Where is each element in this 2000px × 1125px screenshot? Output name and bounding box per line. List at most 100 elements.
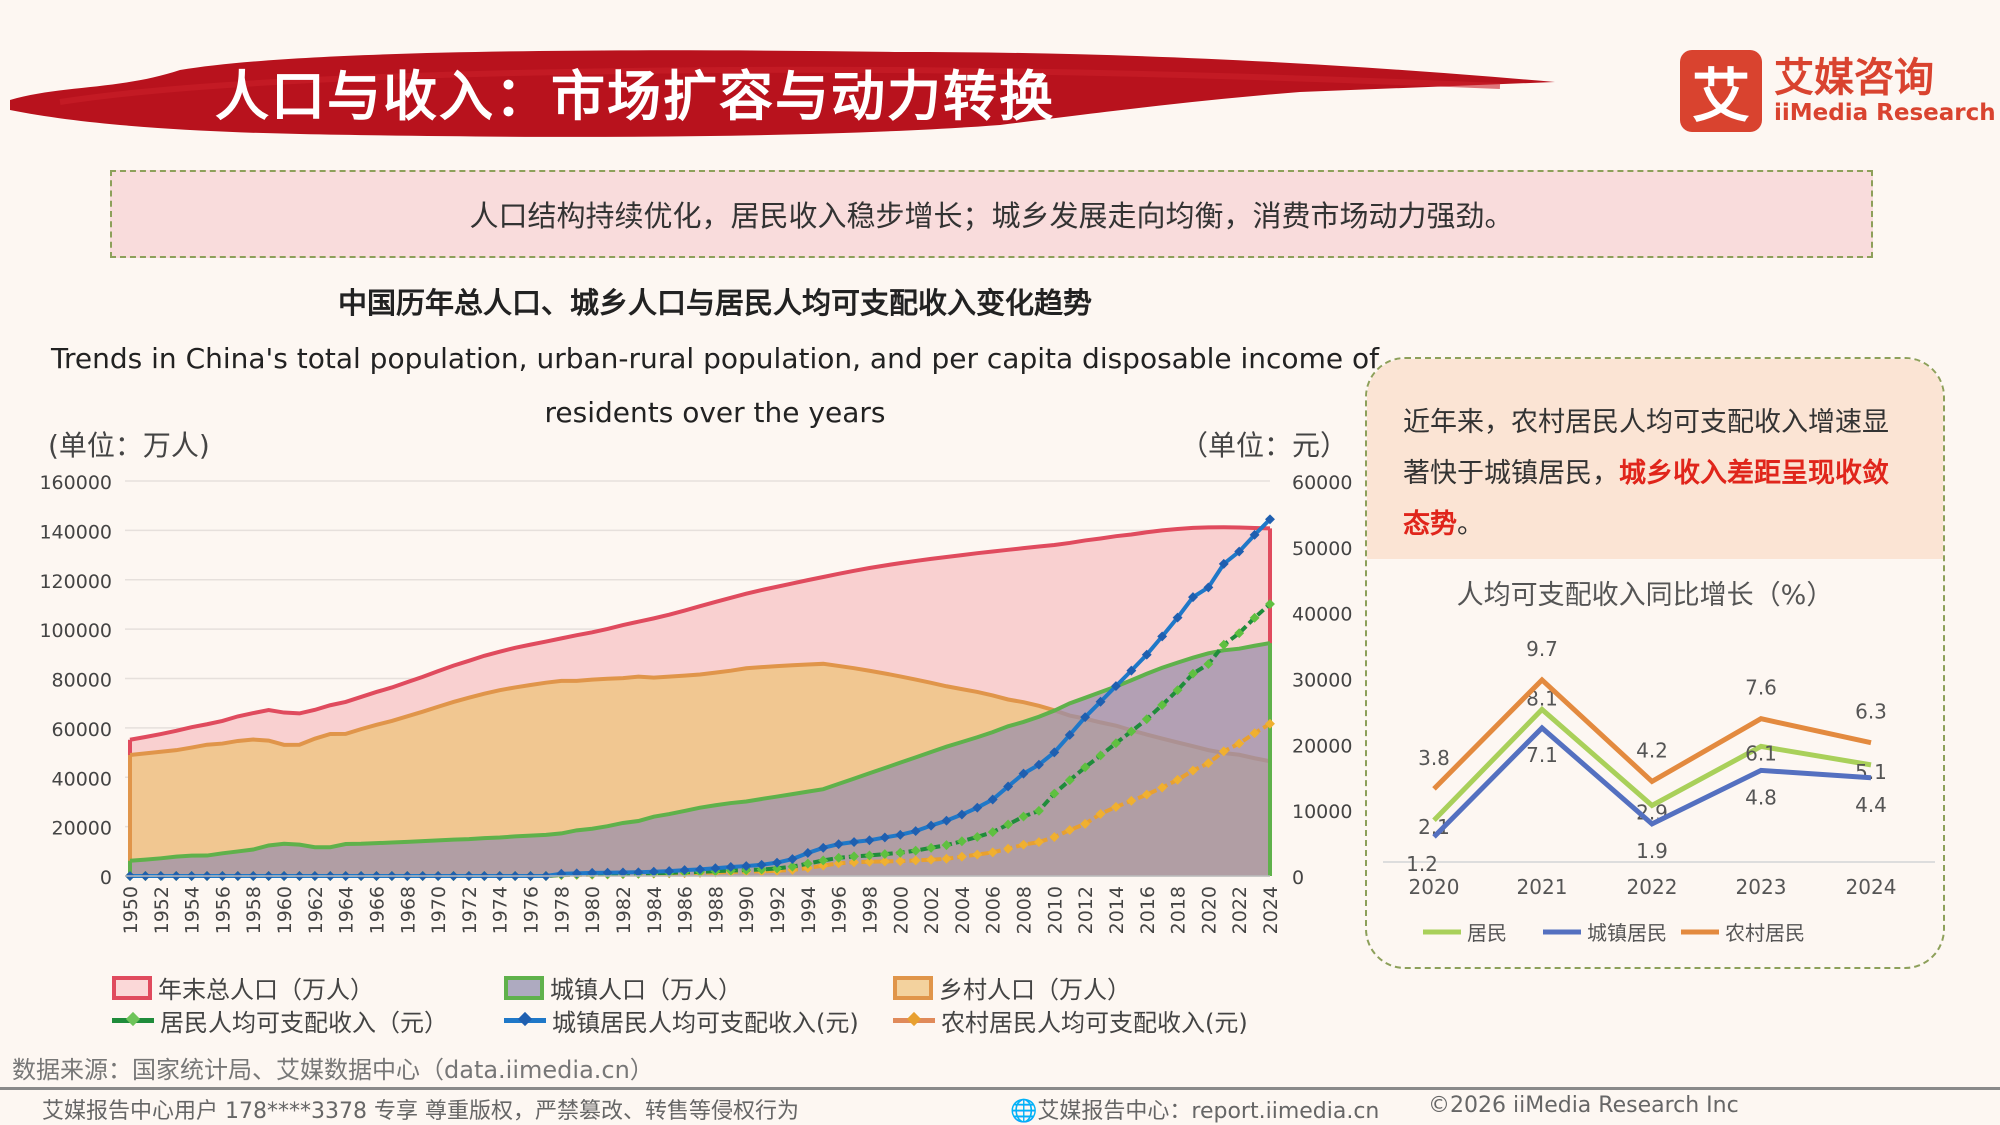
urban-income-point [864,835,875,846]
x-tick-label: 2016 [1137,886,1159,934]
legend-label: 城镇居民人均可支配收入(元) [552,1009,859,1037]
resident-income-point [1157,700,1168,710]
rural-income-point [926,854,937,865]
urban-income-point [987,794,998,805]
resident-income-point [926,842,937,853]
urban-income-point [756,859,767,870]
legend-label: 乡村人口（万人） [939,976,1131,1004]
growth-data-label: 1.9 [1636,839,1668,863]
rural-income-point [956,851,967,862]
data-source: 数据来源：国家统计局、艾媒数据中心（data.iimedia.cn） [12,1056,654,1084]
insight-text: 近年来，农村居民人均可支配收入增速显著快于城镇居民，城乡收入差距呈现收敛态势。 [1367,359,1943,559]
growth-line-1 [1432,724,1872,839]
summary-box: 人口结构持续优化，居民收入稳步增长；城乡发展走向均衡，消费市场动力强劲。 [110,170,1873,258]
x-tick-label: 1974 [490,886,512,934]
globe-icon: 🌐 [1010,1099,1038,1124]
x-tick-label: 2023 [1736,875,1787,899]
growth-data-label: 7.6 [1745,676,1777,700]
insight-text-highlight: 城乡收入差距呈现收敛态势 [1403,458,1889,540]
urban-income-point [1265,514,1275,525]
legend-label: 城镇人口（万人） [550,976,742,1004]
rural-income-point [1126,795,1137,806]
rural-income-point [1188,765,1198,776]
rural-income-point [1033,837,1044,848]
left-tick-label: 160000 [39,472,112,494]
resident-income-point [956,836,967,847]
rural-income-point [1049,832,1060,842]
resident-income-point [787,861,798,872]
growth-line-2 [1432,676,1872,791]
legend-urban-income: 城镇居民人均可支配收入(元) [504,1003,859,1038]
urban-income-point [1172,612,1183,623]
legend-label: 居民人均可支配收入（元） [160,1009,448,1037]
x-tick-label: 1986 [675,886,697,934]
rural-income-point [1249,728,1260,739]
x-tick-label: 2022 [1627,875,1678,899]
urban-income-point [1203,582,1214,593]
resident-income-point [1049,788,1060,799]
urban-income-point [1033,759,1044,770]
x-tick-label: 1960 [274,886,296,934]
growth-legend-label: 城镇居民 [1587,921,1667,945]
urban-income-point [802,848,813,858]
growth-data-label: 5.1 [1855,760,1887,784]
legend-urban: 城镇人口（万人） [504,970,742,1005]
x-tick-label: 2012 [1075,886,1097,934]
left-tick-label: 120000 [39,571,112,593]
urban-income-point [972,802,983,813]
rural-income-point [1172,774,1183,785]
rural-income-point [1203,758,1214,769]
resident-income-point [802,858,813,869]
x-tick-label: 1990 [736,886,758,934]
growth-legend-label: 农村居民 [1725,921,1805,945]
x-tick-label: 1994 [798,886,820,934]
left-axis-unit: (单位：万人) [48,429,210,462]
rural-income-point [910,855,921,866]
rural-income-point [972,849,983,860]
legend-line [504,1011,546,1027]
x-tick-label: 1978 [551,886,573,934]
x-tick-label: 1972 [459,886,481,934]
x-tick-label: 1998 [859,886,881,934]
urban-income-point [895,829,906,840]
growth-data-label: 6.1 [1745,741,1777,765]
x-tick-label: 1964 [336,886,358,934]
resident-income-point [1234,628,1245,639]
urban-income-point [787,854,798,864]
right-tick-label: 50000 [1292,538,1352,560]
urban-income-point [679,865,690,876]
urban-income-point [1188,592,1198,603]
x-tick-label: 1996 [829,886,851,934]
urban-income-point [618,867,628,878]
x-tick-label: 1962 [305,886,327,934]
resident-income-point [1095,750,1106,761]
urban-income-point [772,857,782,868]
rural-income-point [1265,718,1275,729]
insight-panel: 近年来，农村居民人均可支配收入增速显著快于城镇居民，城乡收入差距呈现收敛态势。 [1365,357,1945,969]
logo-mark: 艾 [1680,50,1762,132]
x-tick-label: 1980 [582,886,604,934]
resident-income-point [1126,726,1137,737]
urban-population-area [130,643,1270,876]
x-tick-label: 2024 [1260,886,1282,934]
left-tick-label: 80000 [52,670,112,692]
footer-copyright-notice: 艾媒报告中心用户 178****3378 专享 尊重版权，严禁篡改、转售等侵权行… [42,1099,799,1124]
urban-income-point [1110,681,1121,692]
growth-data-label: 1.2 [1406,852,1438,876]
urban-income-point [1218,558,1229,569]
legend-swatch [504,975,544,1000]
resident-income-point [1141,714,1152,725]
resident-income-point [1033,805,1044,816]
x-tick-label: 2020 [1198,886,1220,934]
urban-income-point [1249,529,1260,540]
footer-company: ©2026 iiMedia Research Inc [1428,1093,1739,1118]
urban-income-point [664,866,675,877]
footer-report-link[interactable]: 🌐艾媒报告中心：report.iimedia.cn [1010,1093,1379,1125]
total-population-line [129,525,1271,742]
chart-title: 中国历年总人口、城乡人口与居民人均可支配收入变化趋势 [337,286,1092,320]
rural-income-point [1157,782,1168,793]
legend-rural-income: 农村居民人均可支配收入(元) [893,1003,1248,1038]
right-tick-label: 40000 [1292,604,1352,626]
x-tick-label: 1966 [366,886,388,934]
resident-income-point [910,845,921,856]
